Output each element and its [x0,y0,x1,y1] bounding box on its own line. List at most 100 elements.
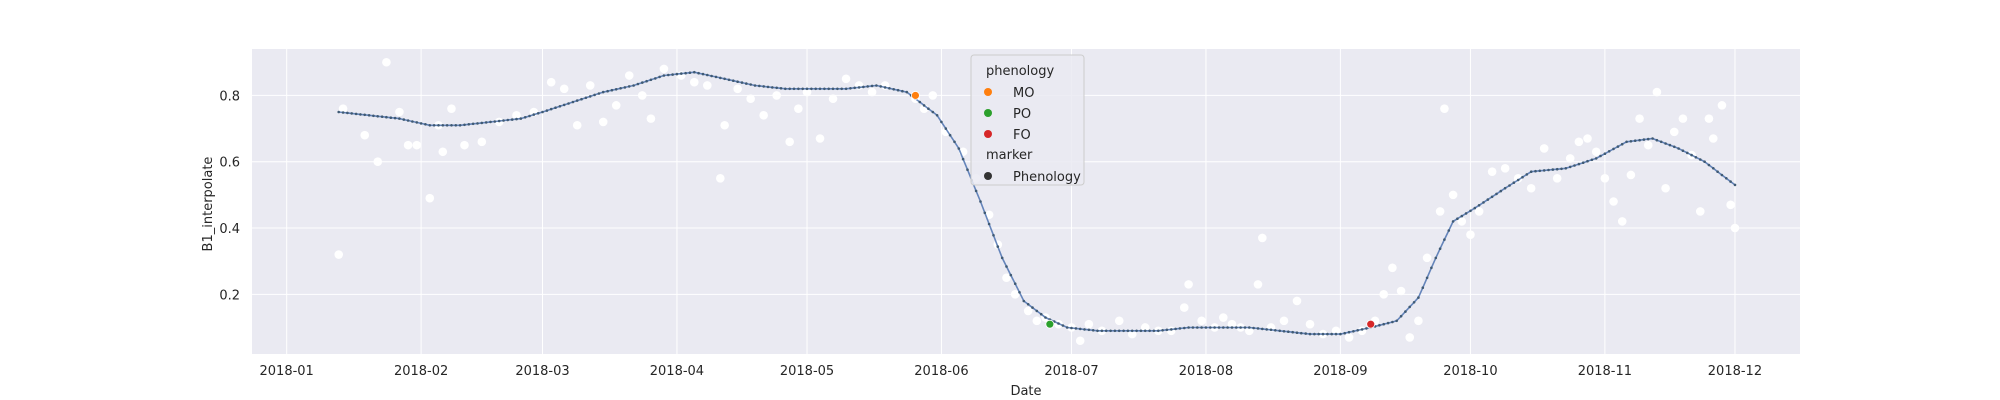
observation-point [1583,134,1592,143]
observation-point [1643,140,1653,150]
observation-point [1422,253,1432,263]
observation-point [338,104,348,113]
interpolated-point [701,72,705,76]
interpolated-point [1039,312,1043,316]
observation-point [1552,173,1562,183]
interpolated-point [359,113,362,116]
interpolated-point [614,88,618,91]
interpolated-point [1204,326,1208,329]
interpolated-point [753,84,757,87]
interpolated-point [541,110,544,114]
observation-point [1661,183,1670,193]
observation-point [1002,273,1011,283]
phenology-markers [911,91,1376,329]
interpolated-point [1456,217,1459,220]
observation-point [716,173,725,183]
interpolated-point [1386,321,1390,325]
interpolated-point [953,140,956,144]
interpolated-point [723,77,726,81]
interpolated-point [1547,168,1550,172]
interpolated-point [1347,330,1351,334]
observation-point [1626,170,1636,180]
observation-point [1414,316,1423,326]
interpolated-point [1646,137,1650,141]
interpolated-point [1477,204,1481,207]
observation-point [1253,280,1263,289]
interpolated-point [1096,329,1099,333]
observation-point [802,87,812,97]
observation-point [1617,217,1627,226]
legend-swatch [984,172,992,180]
observation-point [1331,326,1341,336]
interpolated-point [727,78,731,82]
interpolated-point [931,110,935,114]
interpolated-point [432,124,436,127]
legend-title: phenology [986,64,1054,79]
observation-point [746,94,755,104]
interpolated-point [948,133,952,137]
interpolated-point [1482,201,1485,204]
observation-point [1396,286,1406,296]
observation-point [382,57,391,67]
interpolated-point [1026,303,1030,306]
interpolated-point [1512,181,1516,184]
interpolated-point [905,90,909,94]
interpolated-point [788,87,791,91]
interpolated-point [823,87,826,91]
interpolated-point [1300,331,1303,335]
interpolated-point [484,121,488,124]
interpolated-point [688,71,692,74]
interpolated-point [654,77,657,80]
y-tick-label: 0.4 [219,222,240,237]
observation-point [1591,147,1601,157]
interpolated-point [797,87,800,91]
interpolated-point [1135,329,1138,333]
interpolated-point [1070,326,1073,330]
interpolated-point [1651,137,1654,140]
interpolated-point [1104,329,1108,333]
interpolated-point [992,234,995,237]
legend-swatch [984,88,992,96]
interpolated-point [393,116,397,120]
interpolated-point [1343,331,1346,335]
interpolated-point [1469,209,1472,213]
interpolated-point [662,74,666,77]
interpolated-point [476,122,479,125]
observation-point [546,77,556,87]
legend-title: marker [986,148,1033,163]
interpolated-point [588,95,592,98]
y-tick-label: 0.2 [219,288,240,303]
interpolated-point [1291,330,1294,334]
interpolated-point [1673,145,1676,149]
interpolated-point [888,87,891,90]
interpolated-point [649,78,653,82]
observation-point [438,147,448,157]
observation-point [1114,316,1124,326]
observation-point [460,140,469,150]
interpolated-point [784,87,787,91]
interpolated-point [1577,162,1581,166]
interpolated-point [892,88,895,91]
interpolated-point [1308,332,1312,336]
phenology-marker-mo [911,91,920,100]
observation-point [1717,101,1727,110]
interpolated-point [961,157,965,161]
interpolated-point [1061,324,1065,327]
interpolated-point [1720,173,1724,177]
interpolated-point [879,85,882,88]
interpolated-point [428,124,432,127]
interpolated-point [1430,266,1433,270]
interpolated-point [814,87,817,91]
interpolated-point [883,86,887,89]
interpolated-point [1560,167,1563,171]
observation-point [1218,313,1228,322]
interpolated-point [857,86,861,89]
x-tick-label: 2018-09 [1313,364,1367,379]
interpolated-point [1438,247,1442,250]
interpolated-point [641,81,644,84]
interpolated-point [866,85,869,88]
interpolated-point [1196,326,1199,329]
observation-point [1574,137,1584,147]
interpolated-point [1443,238,1446,241]
observation-point [1166,326,1176,336]
